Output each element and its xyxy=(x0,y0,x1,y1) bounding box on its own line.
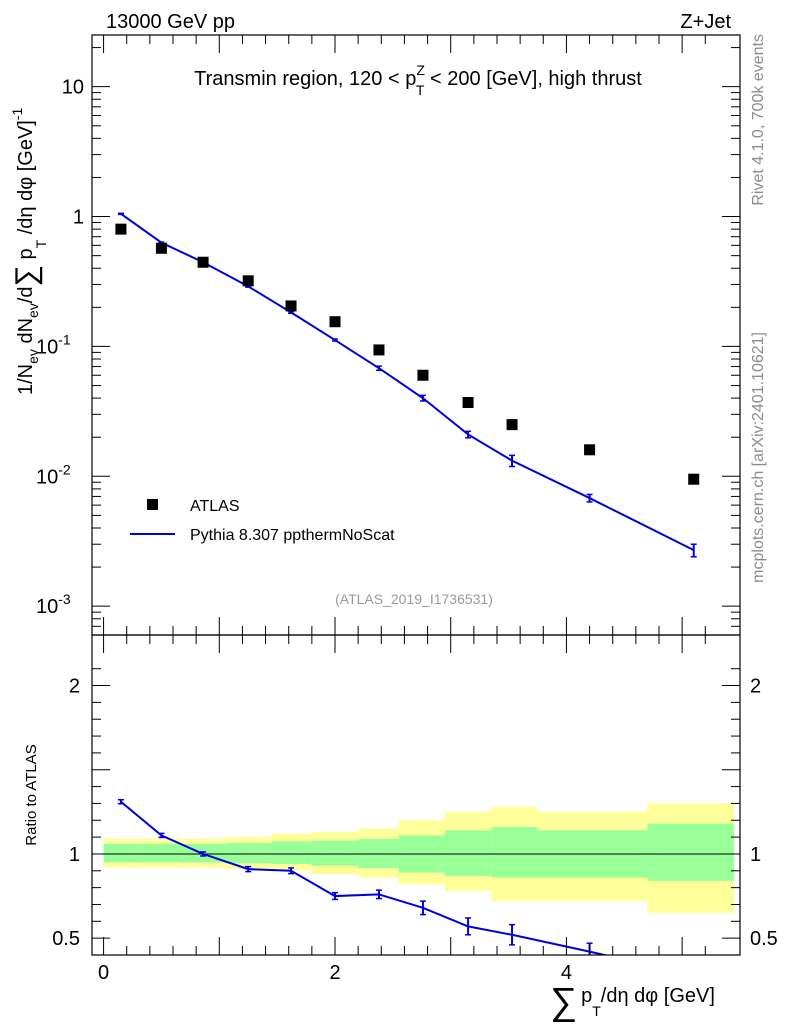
header-left-label: 13000 GeV pp xyxy=(106,11,235,33)
side-label-rivet: Rivet 4.1.0, 700k events xyxy=(750,34,767,206)
green-band-bin xyxy=(138,843,185,863)
main-y-axis-label: 1/Nev dNev/d∑ pT /dη dφ [GeV]-1 xyxy=(9,107,49,395)
reference-id-label: (ATLAS_2019_I1736531) xyxy=(335,591,493,607)
y-tick-label: 10 xyxy=(62,77,84,99)
green-band-bin xyxy=(225,843,272,864)
ratio-plot-area xyxy=(117,798,609,955)
y-tick-label: 1 xyxy=(73,207,84,229)
green-band-bin xyxy=(444,830,492,876)
atlas-data-point xyxy=(373,344,385,356)
ratio-y-tick-label-right: 2 xyxy=(750,676,761,698)
ratio-uncertainty-bands xyxy=(92,803,740,913)
atlas-data-point xyxy=(417,369,429,381)
x-axis-label: ∑ pT/dη dφ [GeV] xyxy=(550,981,715,1023)
atlas-data-point xyxy=(584,444,596,456)
atlas-data-point xyxy=(329,316,341,328)
x-tick-label: 4 xyxy=(561,962,572,984)
ratio-y-tick-label: 2 xyxy=(69,676,80,698)
main-plot-frame xyxy=(91,34,741,636)
legend: ATLAS Pythia 8.307 ppthermNoScat xyxy=(130,498,395,544)
main-plot-title: Transmin region, 120 < pZ T < 200 [GeV], … xyxy=(194,62,642,98)
legend-mc-label: Pythia 8.307 ppthermNoScat xyxy=(190,527,395,544)
ratio-series-group xyxy=(117,798,609,955)
ratio-mc-line xyxy=(120,800,609,955)
ratio-y-tick-label-right: 1 xyxy=(750,844,761,866)
green-band-bin xyxy=(103,843,139,863)
ratio-y-tick-label: 1 xyxy=(69,844,80,866)
header-right-label: Z+Jet xyxy=(680,11,731,33)
atlas-data-point xyxy=(462,397,474,409)
title-sup: Z xyxy=(416,62,425,78)
atlas-data-point xyxy=(115,223,127,235)
ratio-y-tick-label: 0.5 xyxy=(52,928,80,950)
title-sub: T xyxy=(416,82,425,98)
green-band-bin xyxy=(311,840,359,866)
green-band-bin xyxy=(271,841,312,865)
atlas-data-point xyxy=(688,473,700,485)
axes: 10-3 10-2 10-1 1 10 0.5 0.5 1 1 2 2 0 2 4 xyxy=(36,34,778,984)
y-tick-label: 10-1 xyxy=(36,331,71,358)
x-tick-label: 2 xyxy=(329,962,340,984)
atlas-data-point xyxy=(242,275,254,287)
x-tick-label: 0 xyxy=(98,962,109,984)
atlas-data-point xyxy=(285,300,297,312)
ratio-y-axis-label: Ratio to ATLAS xyxy=(23,744,40,845)
green-band-bin xyxy=(647,823,735,881)
title-pre: Transmin region, 120 < p xyxy=(194,68,416,90)
atlas-data-point xyxy=(155,242,167,254)
ratio-plot-frame xyxy=(91,634,741,956)
legend-atlas-marker xyxy=(147,499,158,510)
y-tick-label: 10-3 xyxy=(36,591,71,618)
green-band-bin xyxy=(491,827,538,878)
atlas-data-point xyxy=(197,256,209,268)
atlas-data-point xyxy=(506,419,518,431)
ratio-y-tick-label-right: 0.5 xyxy=(750,928,778,950)
y-tick-label: 10-2 xyxy=(36,461,71,488)
mc-prediction-line xyxy=(120,212,695,552)
main-plot-area xyxy=(115,212,700,558)
title-post: < 200 [GeV], high thrust xyxy=(424,68,642,90)
legend-atlas-label: ATLAS xyxy=(190,498,240,515)
side-label-mcplots: mcplots.cern.ch [arXiv:2401.10621] xyxy=(750,332,767,583)
